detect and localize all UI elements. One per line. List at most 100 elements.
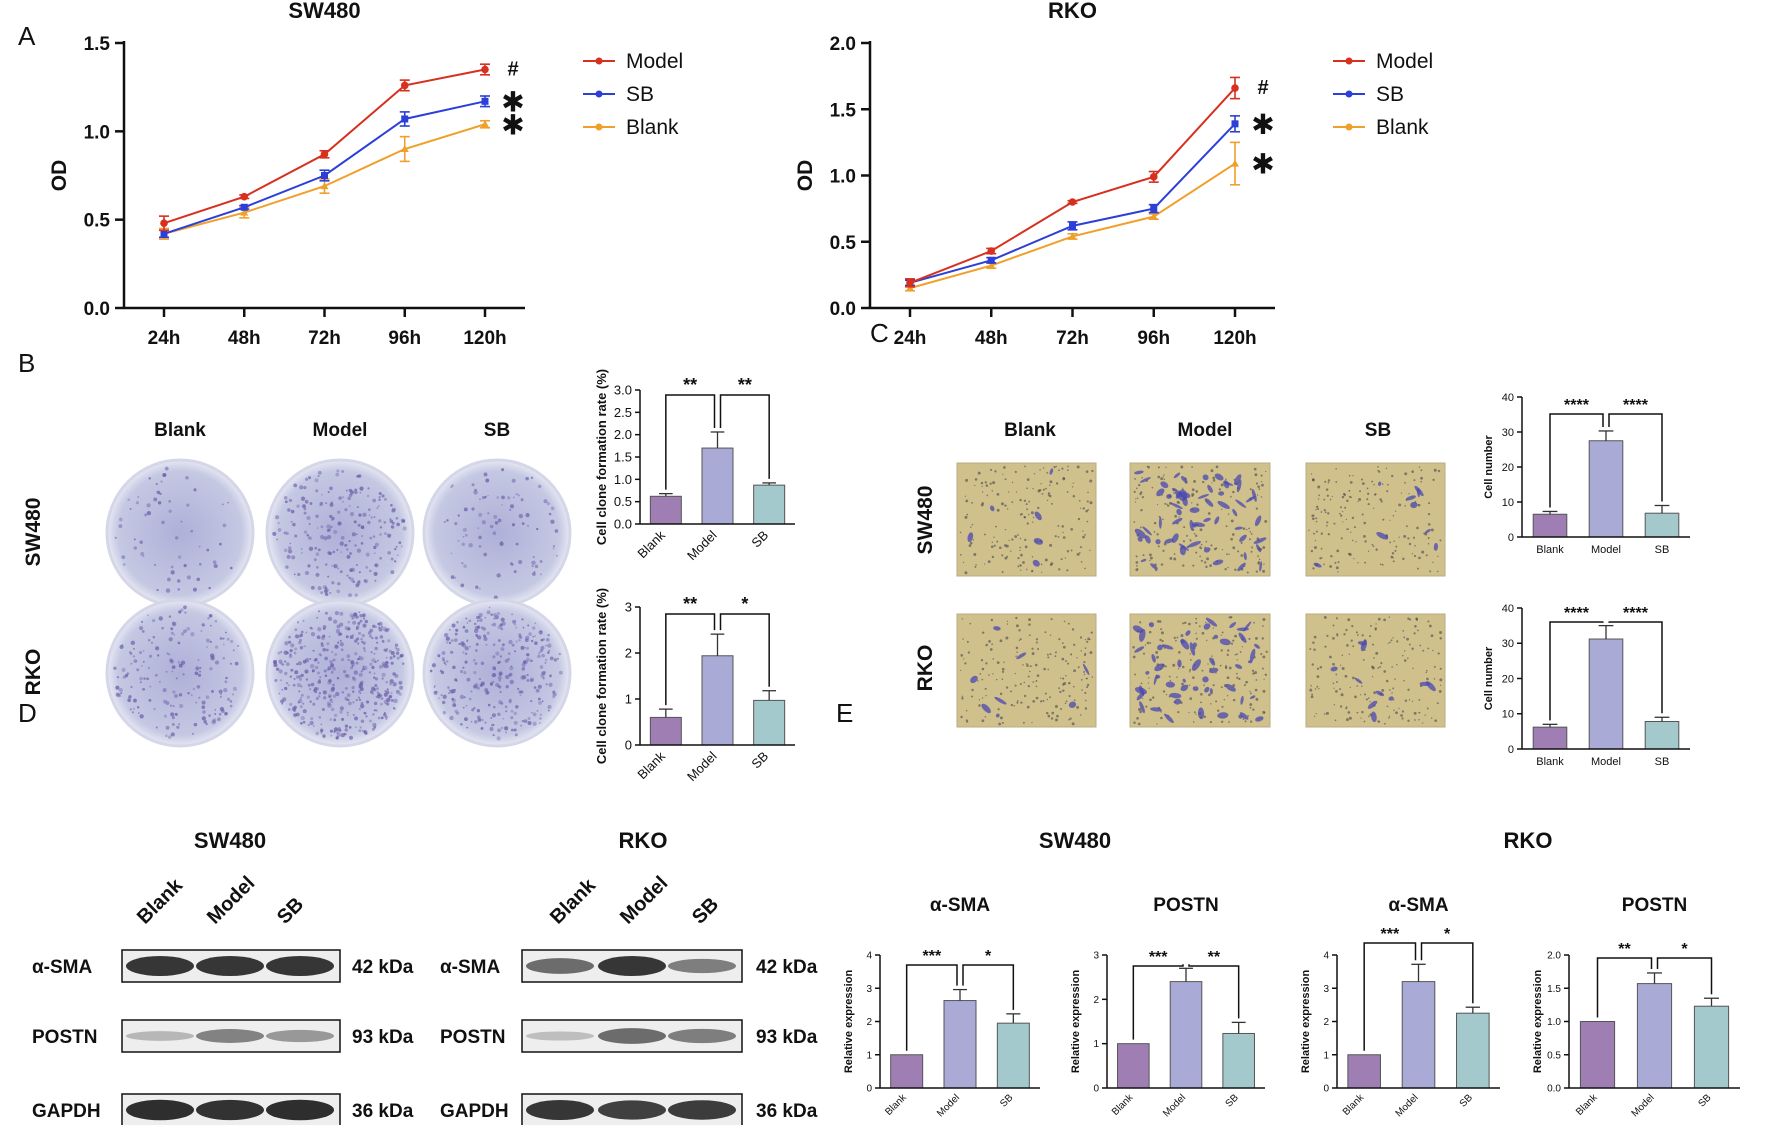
migrated-cell	[1173, 472, 1181, 479]
pore	[1342, 521, 1344, 523]
colony	[527, 716, 531, 720]
migration-field-sw480-blank	[956, 462, 1097, 577]
colony	[146, 614, 149, 617]
pore	[1243, 684, 1246, 687]
pore	[1310, 473, 1313, 475]
colony	[384, 628, 389, 633]
pore	[1159, 638, 1162, 642]
colony	[514, 733, 518, 737]
pore	[1054, 535, 1057, 538]
migrated-cell	[1197, 494, 1210, 499]
colony	[471, 483, 475, 487]
pore	[1162, 476, 1165, 478]
colony	[356, 548, 362, 553]
colony	[214, 709, 217, 711]
pore	[1430, 717, 1433, 719]
colony	[379, 533, 382, 536]
colony	[510, 665, 513, 668]
pore	[1015, 616, 1018, 620]
pore	[1395, 545, 1398, 548]
colony	[336, 731, 339, 734]
colony	[528, 632, 532, 637]
migrated-cell	[1204, 686, 1210, 693]
pore	[999, 639, 1003, 643]
plate-dish	[105, 458, 255, 608]
pore	[1352, 475, 1354, 477]
colony	[395, 516, 399, 520]
pore	[1388, 716, 1390, 719]
pore	[1010, 703, 1014, 707]
migrated-cell	[1134, 528, 1147, 539]
pore	[998, 722, 1002, 726]
pore	[1398, 536, 1400, 538]
pore	[1011, 481, 1014, 484]
colony	[304, 570, 310, 576]
colony	[558, 652, 561, 656]
pore	[1082, 535, 1085, 539]
pore	[1005, 686, 1009, 689]
colony	[442, 659, 445, 662]
colony	[167, 577, 171, 582]
colony	[292, 522, 296, 527]
colony	[539, 665, 544, 669]
pore	[1407, 657, 1409, 660]
pore	[1181, 487, 1184, 489]
colony	[336, 549, 339, 552]
bar-model	[701, 655, 734, 746]
migrated-cell	[1433, 542, 1439, 551]
pore	[1260, 652, 1263, 656]
colony	[454, 709, 458, 714]
pore	[1076, 657, 1078, 659]
pore	[1360, 717, 1362, 719]
colony	[346, 693, 351, 697]
colony	[296, 675, 300, 679]
pore	[1392, 687, 1395, 690]
colony	[384, 715, 388, 719]
pore	[1153, 521, 1157, 525]
pore	[1350, 639, 1353, 642]
plate-column-label-sb: SB	[484, 420, 510, 441]
colony	[362, 646, 366, 650]
pore	[1428, 502, 1431, 505]
colony	[507, 652, 511, 655]
x-tick-label: SB	[1655, 756, 1670, 768]
migrated-cell	[1378, 481, 1382, 486]
pore	[996, 493, 1000, 496]
pore	[1371, 675, 1374, 678]
colony	[302, 709, 307, 714]
colony	[545, 644, 547, 647]
migrated-cell	[1245, 495, 1256, 503]
colony	[357, 642, 360, 645]
colony	[387, 639, 391, 643]
colony	[324, 586, 328, 590]
colony	[293, 677, 296, 681]
lane-label-sb: SB	[273, 893, 308, 928]
pore	[1250, 720, 1253, 723]
colony	[392, 654, 396, 658]
colony	[288, 635, 291, 639]
pore	[1160, 710, 1162, 713]
pore	[985, 484, 989, 487]
colony	[232, 693, 235, 696]
colony	[229, 662, 233, 665]
migrated-cell	[1189, 519, 1194, 531]
pore	[1311, 663, 1314, 666]
pore	[1137, 722, 1141, 726]
pore	[1356, 634, 1359, 636]
colony	[162, 473, 167, 477]
colony	[325, 502, 328, 505]
pore	[1315, 520, 1318, 523]
colony	[498, 699, 503, 705]
pore	[1045, 487, 1047, 490]
pore	[1181, 682, 1184, 686]
colony	[359, 692, 362, 695]
colony	[223, 688, 228, 693]
colony	[159, 492, 162, 495]
pore	[1145, 705, 1148, 708]
colony	[378, 491, 382, 496]
colony	[330, 734, 333, 737]
colony	[521, 522, 525, 525]
pore	[1148, 687, 1150, 689]
pore	[1427, 542, 1430, 545]
colony	[391, 508, 396, 513]
